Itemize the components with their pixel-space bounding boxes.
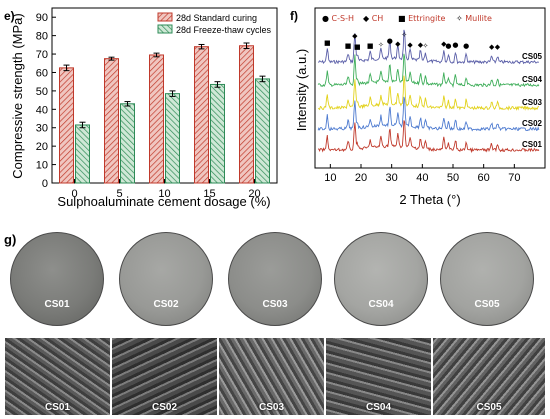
y-tick-label: 90	[36, 12, 48, 24]
specimen-label: CS02	[153, 299, 179, 310]
sem-label: CS02	[151, 402, 177, 413]
sem-image-cs04: CS04	[326, 338, 432, 415]
specimen-photo-cs03: CS03	[228, 232, 322, 326]
sem-label: CS05	[476, 402, 502, 413]
peak-marker: ◆	[441, 40, 447, 48]
y-tick-label: 10	[36, 160, 48, 172]
peak-marker: ✧	[401, 31, 407, 39]
y-tick-label: 30	[36, 123, 48, 135]
bar-chart-ylabel: Compressive strength (MPa)	[10, 13, 25, 178]
bar-freeze-thaw	[165, 93, 180, 184]
peak-marker: ◆	[418, 41, 424, 49]
x-tick-label: 15	[203, 188, 215, 200]
sem-image-cs01: CS01	[5, 338, 111, 415]
charts-canvas: e) 0 10 20 30 40 50 60 70 80 90 0 5 10 15 20 28d Stan…	[4, 7, 546, 209]
xrd-chart-xlabel: 2 Theta (°)	[399, 192, 460, 207]
bar-freeze-thaw	[255, 78, 270, 184]
x-tick-label: 20	[355, 172, 367, 184]
xrd-series-label: CS02	[522, 119, 543, 128]
x-tick-label: 0	[71, 188, 77, 200]
bar-standard	[104, 58, 119, 184]
specimen-label: CS04	[368, 299, 394, 310]
peak-marker: ◆	[407, 41, 413, 49]
peak-marker: ■	[367, 42, 374, 50]
y-tick-label: 50	[36, 86, 48, 98]
bar-standard	[239, 45, 254, 184]
y-tick-label: 80	[36, 31, 48, 43]
y-tick-label: 0	[42, 178, 48, 190]
peak-marker: ◆	[395, 40, 401, 48]
peak-marker: ●	[387, 37, 393, 45]
y-tick-label: 40	[36, 104, 48, 116]
xrd-chart-panel: f) ● C-S-H ◆ CH ■ Ettringite ✧ Mullite CS05…	[290, 7, 546, 207]
sem-image-cs03: CS03	[219, 338, 325, 415]
legend-entry: ● C-S-H	[322, 14, 354, 23]
sem-label: CS04	[365, 402, 391, 413]
x-tick-label: 40	[416, 172, 428, 184]
panel-tag-e: e)	[4, 9, 15, 23]
sem-image-cs02: CS02	[112, 338, 218, 415]
xrd-series-line	[317, 96, 540, 132]
legend-label: 28d Standard curing	[176, 13, 257, 23]
xrd-series-line	[318, 75, 539, 111]
x-tick-label: 10	[158, 188, 170, 200]
y-tick-label: 60	[36, 67, 48, 79]
xrd-series-label: CS03	[522, 98, 543, 107]
x-tick-label: 20	[248, 188, 260, 200]
bar-chart-panel: e) 0 10 20 30 40 50 60 70 80 90 0 5 10 15 20 28d Stan…	[4, 7, 278, 209]
bar-freeze-thaw	[210, 83, 225, 184]
bar-freeze-thaw	[75, 124, 90, 184]
peak-marker: ◆	[489, 43, 495, 51]
peak-marker: ✧	[422, 42, 428, 50]
bar-freeze-thaw	[120, 103, 135, 184]
xrd-series-label: CS05	[522, 52, 543, 61]
peak-marker: ●	[463, 42, 469, 50]
legend-swatch	[157, 12, 173, 22]
specimen-photo-cs02: CS02	[119, 232, 213, 326]
specimen-photo-cs04: CS04	[334, 232, 428, 326]
x-tick-label: 50	[447, 172, 459, 184]
legend-entry: ◆ CH	[363, 14, 383, 23]
xrd-chart-ylabel: Intensity (a.u.)	[294, 49, 309, 131]
peak-marker: ◆	[495, 43, 501, 51]
specimen-label: CS03	[262, 299, 288, 310]
x-tick-label: 10	[324, 172, 336, 184]
peak-marker: ✧	[378, 41, 384, 49]
xrd-series-line	[318, 120, 540, 154]
sem-label: CS01	[44, 402, 70, 413]
xrd-series-line	[317, 53, 540, 88]
specimen-photo-cs01: CS01	[10, 232, 104, 326]
specimen-label: CS01	[44, 299, 70, 310]
peak-marker: ●	[452, 41, 458, 49]
sem-image-cs05: CS05	[433, 338, 546, 415]
peak-marker: ●	[445, 42, 451, 50]
panel-tag-f: f)	[290, 9, 298, 23]
peak-marker: ◆	[352, 32, 358, 40]
x-tick-label: 5	[116, 188, 122, 200]
bar-chart-xlabel: Sulphoaluminate cement dosage (%)	[57, 194, 270, 209]
x-tick-label: 30	[386, 172, 398, 184]
x-tick-label: 60	[478, 172, 490, 184]
y-tick-label: 70	[36, 49, 48, 61]
xrd-series-line	[317, 29, 540, 65]
sem-label: CS03	[258, 402, 284, 413]
legend-label: 28d Freeze-thaw cycles	[176, 25, 272, 35]
xrd-series-label: CS01	[522, 140, 543, 149]
peak-marker: ■	[345, 42, 352, 50]
panel-tag-g: g)	[4, 232, 17, 247]
peak-marker: ■	[354, 43, 361, 51]
specimen-photo-cs05: CS05	[440, 232, 534, 326]
y-tick-label: 20	[36, 141, 48, 153]
legend-entry: ■ Ettringite	[398, 14, 445, 23]
x-tick-label: 70	[508, 172, 520, 184]
specimen-label: CS05	[474, 299, 500, 310]
xrd-chart-frame	[314, 7, 546, 169]
bar-standard	[59, 67, 74, 184]
peak-marker: ■	[324, 39, 331, 47]
bar-standard	[149, 54, 164, 184]
bar-standard	[194, 46, 209, 184]
legend-entry: ✧ Mullite	[456, 14, 492, 23]
xrd-series-label: CS04	[522, 75, 543, 84]
legend-swatch	[157, 24, 173, 34]
